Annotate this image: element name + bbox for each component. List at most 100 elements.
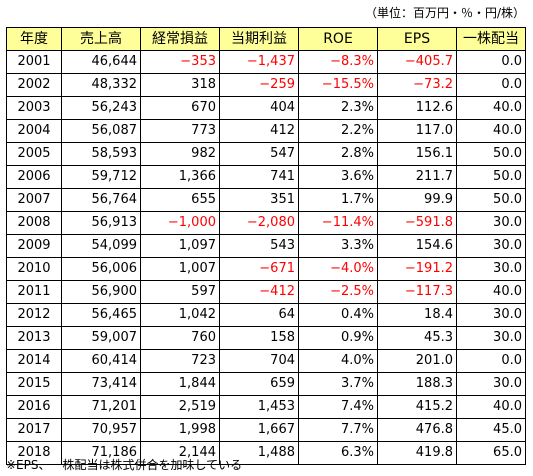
sales-cell: 73,414: [62, 373, 141, 396]
table-row: 2009 54,099 1,097 543 3.3% 154.6 30.0: [7, 235, 526, 258]
roe-cell: −4.0%: [299, 258, 378, 281]
ordinary-income-cell: 1,042: [141, 304, 220, 327]
eps-cell: 415.2: [378, 396, 457, 419]
table-row: 2008 56,913 −1,000 −2,080 −11.4% −591.8 30.0: [7, 212, 526, 235]
ordinary-income-cell: 318: [141, 74, 220, 97]
table-row: 2002 48,332 318 −259 −15.5% −73.2 0.0: [7, 74, 526, 97]
net-income-cell: −671: [220, 258, 299, 281]
sales-cell: 56,087: [62, 120, 141, 143]
sales-cell: 60,414: [62, 350, 141, 373]
dividend-cell: 40.0: [457, 396, 526, 419]
table-row: 2014 60,414 723 704 4.0% 201.0 0.0: [7, 350, 526, 373]
year-cell: 2013: [7, 327, 62, 350]
table-row: 2003 56,243 670 404 2.3% 112.6 40.0: [7, 97, 526, 120]
roe-cell: 1.7%: [299, 189, 378, 212]
dividend-cell: 50.0: [457, 143, 526, 166]
ordinary-income-cell: 1,844: [141, 373, 220, 396]
roe-cell: 2.8%: [299, 143, 378, 166]
year-cell: 2016: [7, 396, 62, 419]
ordinary-income-cell: 655: [141, 189, 220, 212]
net-income-cell: 1,453: [220, 396, 299, 419]
unit-note: （単位：百万円・％・円/株）: [365, 5, 525, 21]
header-roe: ROE: [299, 28, 378, 51]
table-row: 2010 56,006 1,007 −671 −4.0% −191.2 30.0: [7, 258, 526, 281]
eps-cell: −73.2: [378, 74, 457, 97]
roe-cell: 0.4%: [299, 304, 378, 327]
eps-cell: 112.6: [378, 97, 457, 120]
net-income-cell: −412: [220, 281, 299, 304]
sales-cell: 56,913: [62, 212, 141, 235]
dividend-cell: 30.0: [457, 304, 526, 327]
sales-cell: 48,332: [62, 74, 141, 97]
year-cell: 2002: [7, 74, 62, 97]
ordinary-income-cell: 760: [141, 327, 220, 350]
ordinary-income-cell: 1,007: [141, 258, 220, 281]
ordinary-income-cell: 597: [141, 281, 220, 304]
eps-cell: 419.8: [378, 442, 457, 465]
year-cell: 2006: [7, 166, 62, 189]
eps-cell: 99.9: [378, 189, 457, 212]
sales-cell: 70,957: [62, 419, 141, 442]
header-year: 年度: [7, 28, 62, 51]
eps-cell: −591.8: [378, 212, 457, 235]
table-row: 2006 59,712 1,366 741 3.6% 211.7 50.0: [7, 166, 526, 189]
dividend-cell: 0.0: [457, 51, 526, 74]
ordinary-income-cell: 1,366: [141, 166, 220, 189]
table-row: 2017 70,957 1,998 1,667 7.7% 476.8 45.0: [7, 419, 526, 442]
year-cell: 2005: [7, 143, 62, 166]
year-cell: 2003: [7, 97, 62, 120]
eps-cell: 154.6: [378, 235, 457, 258]
roe-cell: 2.2%: [299, 120, 378, 143]
year-cell: 2017: [7, 419, 62, 442]
financial-table: 年度 売上高 経常損益 当期利益 ROE EPS 一株配当 2001 46,644…: [6, 27, 526, 465]
eps-cell: 45.3: [378, 327, 457, 350]
table-row: 2001 46,644 −353 −1,437 −8.3% −405.7 0.0: [7, 51, 526, 74]
net-income-cell: 412: [220, 120, 299, 143]
eps-cell: 18.4: [378, 304, 457, 327]
dividend-cell: 50.0: [457, 189, 526, 212]
roe-cell: −2.5%: [299, 281, 378, 304]
roe-cell: 0.9%: [299, 327, 378, 350]
year-cell: 2014: [7, 350, 62, 373]
net-income-cell: 158: [220, 327, 299, 350]
sales-cell: 56,465: [62, 304, 141, 327]
roe-cell: 3.7%: [299, 373, 378, 396]
table-row: 2013 59,007 760 158 0.9% 45.3 30.0: [7, 327, 526, 350]
header-dividend: 一株配当: [457, 28, 526, 51]
footnote: ※EPS、一株配当は株式併合を加味している: [6, 457, 242, 473]
eps-cell: 201.0: [378, 350, 457, 373]
ordinary-income-cell: 723: [141, 350, 220, 373]
table-row: 2015 73,414 1,844 659 3.7% 188.3 30.0: [7, 373, 526, 396]
table-row: 2012 56,465 1,042 64 0.4% 18.4 30.0: [7, 304, 526, 327]
net-income-cell: −259: [220, 74, 299, 97]
dividend-cell: 45.0: [457, 419, 526, 442]
net-income-cell: 741: [220, 166, 299, 189]
dividend-cell: 30.0: [457, 212, 526, 235]
eps-cell: 476.8: [378, 419, 457, 442]
roe-cell: −15.5%: [299, 74, 378, 97]
net-income-cell: −1,437: [220, 51, 299, 74]
roe-cell: 3.3%: [299, 235, 378, 258]
year-cell: 2008: [7, 212, 62, 235]
dividend-cell: 0.0: [457, 350, 526, 373]
sales-cell: 56,006: [62, 258, 141, 281]
sales-cell: 71,201: [62, 396, 141, 419]
dividend-cell: 40.0: [457, 281, 526, 304]
net-income-cell: 1,667: [220, 419, 299, 442]
header-row: 年度 売上高 経常損益 当期利益 ROE EPS 一株配当: [7, 28, 526, 51]
table-row: 2004 56,087 773 412 2.2% 117.0 40.0: [7, 120, 526, 143]
roe-cell: 6.3%: [299, 442, 378, 465]
sales-cell: 59,007: [62, 327, 141, 350]
dividend-cell: 0.0: [457, 74, 526, 97]
year-cell: 2015: [7, 373, 62, 396]
ordinary-income-cell: −353: [141, 51, 220, 74]
header-net-income: 当期利益: [220, 28, 299, 51]
table-row: 2016 71,201 2,519 1,453 7.4% 415.2 40.0: [7, 396, 526, 419]
net-income-cell: 404: [220, 97, 299, 120]
dividend-cell: 40.0: [457, 120, 526, 143]
roe-cell: 4.0%: [299, 350, 378, 373]
net-income-cell: 547: [220, 143, 299, 166]
sales-cell: 56,243: [62, 97, 141, 120]
roe-cell: 7.4%: [299, 396, 378, 419]
year-cell: 2004: [7, 120, 62, 143]
